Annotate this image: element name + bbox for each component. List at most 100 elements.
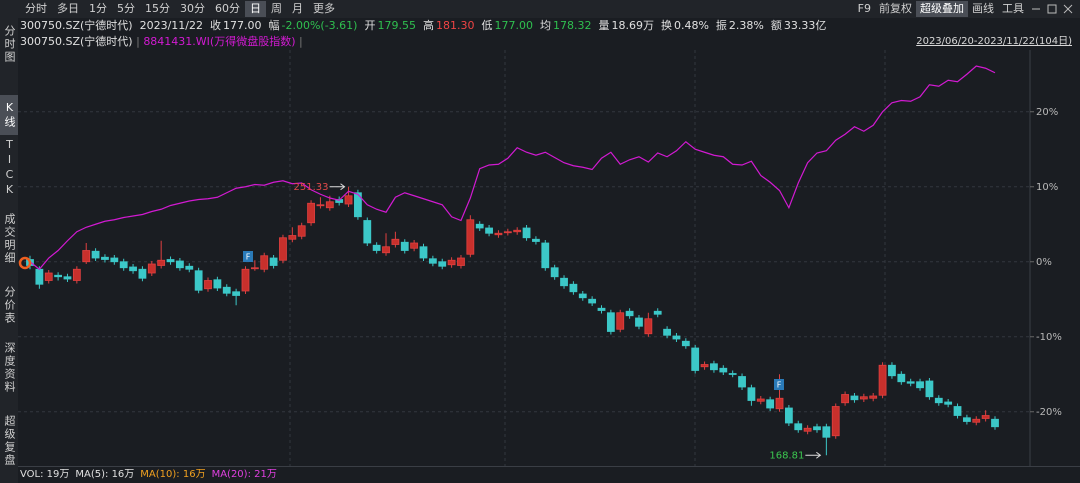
period-tab[interactable]: 多日 (57, 2, 79, 15)
candle-body (119, 261, 128, 269)
period-tab[interactable]: 5分 (117, 2, 135, 15)
candle-body (325, 201, 334, 209)
candle-body (944, 401, 953, 405)
candle-body (438, 261, 447, 267)
toolbar: 分时 多日 1分 5分 15分 30分 60分日周月更多 F9 前复权 超级叠加 画线 工具 (0, 0, 1080, 18)
candle-body (269, 257, 278, 266)
sidebar-tab[interactable]: 分价表 (3, 285, 16, 325)
maximize-icon[interactable] (1047, 4, 1057, 14)
quote-field: 177.00 (223, 19, 262, 32)
high-arrow-head (340, 183, 346, 191)
cursor-marker (18, 256, 32, 270)
legend-main: 300750.SZ(宁德时代) (20, 35, 133, 48)
period-tab[interactable]: 30分 (180, 2, 205, 15)
event-mark[interactable] (774, 379, 784, 390)
candle-body (813, 426, 821, 431)
candle-body (672, 335, 681, 340)
candle-body (625, 310, 634, 317)
candle-body (222, 286, 231, 294)
event-mark[interactable] (243, 251, 253, 262)
quote-field: 高 (422, 19, 434, 32)
period-tab[interactable]: 更多 (313, 2, 335, 15)
quote-field: 181.30 (435, 19, 475, 32)
candle-body (494, 232, 503, 236)
candle-body (101, 256, 109, 260)
date-range[interactable]: 2023/06/20-2023/11/22(104日) (916, 36, 1072, 47)
sidebar-tab[interactable]: 分时图 (3, 24, 16, 64)
candle-body (719, 367, 728, 373)
candle-body (803, 427, 812, 432)
candle-body (54, 274, 63, 278)
candle-body (204, 280, 212, 290)
candle-body (297, 225, 306, 237)
high-label: 251.33 (294, 182, 329, 193)
candle-body (250, 267, 259, 270)
period-tab[interactable]: 日 (245, 1, 266, 17)
sidebar-tab[interactable]: TICK (3, 138, 16, 198)
candle-body (738, 376, 746, 388)
tool-button[interactable]: 超级叠加 (916, 1, 968, 17)
candle-body (756, 398, 765, 402)
period-tab[interactable]: 1分 (89, 2, 107, 15)
quote-field: 179.55 (377, 19, 416, 32)
low-arrow-head (816, 451, 822, 459)
candle-body (419, 246, 428, 259)
quote-field: 2023/11/22 (139, 19, 203, 32)
sidebar-tab[interactable]: 成交明细 (3, 213, 16, 265)
candle-body (831, 406, 840, 437)
volume-field: MA(20): 21万 (211, 469, 277, 480)
candle-body (307, 202, 315, 224)
candle-body (110, 257, 119, 263)
y-tick-label: -20% (1036, 407, 1062, 418)
legend-separator: | (299, 35, 303, 48)
candle-body (569, 283, 578, 293)
candle-body (775, 397, 784, 410)
candle-body (962, 417, 971, 422)
legend-separator: | (136, 35, 140, 48)
tool-button[interactable]: 画线 (972, 2, 994, 15)
candle-body (185, 265, 194, 270)
close-icon[interactable] (1063, 4, 1073, 14)
tool-button[interactable]: 工具 (1002, 2, 1024, 15)
candle-body (194, 270, 203, 291)
quote-field: 18.69万 (611, 19, 654, 32)
tool-button[interactable]: 前复权 (879, 2, 912, 15)
quote-field: 33.33亿 (783, 19, 827, 32)
sidebar-tab[interactable]: 超级复盘 (3, 415, 16, 467)
candle-body (906, 381, 915, 384)
candle-body (91, 250, 100, 259)
tool-button[interactable]: F9 (857, 2, 871, 15)
quote-field: 0.48% (673, 19, 709, 32)
candle-body (700, 364, 709, 368)
sidebar-tab[interactable]: 深度资料 (3, 342, 16, 394)
period-tab[interactable]: 15分 (145, 2, 170, 15)
candle-body (157, 259, 166, 266)
window-controls (1032, 4, 1073, 14)
candle-body (663, 328, 671, 336)
quote-field: 2.38% (728, 19, 764, 32)
quote-field: 300750.SZ(宁德时代) (20, 19, 133, 32)
candle-body (794, 423, 803, 431)
period-tab[interactable]: 60分 (215, 2, 240, 15)
candle-body (522, 227, 531, 239)
candle-body (850, 395, 859, 401)
quote-field: 低 (481, 19, 493, 32)
candle-body (578, 293, 587, 299)
period-tab[interactable]: 周 (271, 2, 282, 15)
candle-body (344, 195, 353, 205)
period-tab[interactable]: 月 (292, 2, 303, 15)
candle-body (888, 364, 896, 377)
candle-body (428, 258, 437, 264)
quote-info: 300750.SZ(宁德时代) 2023/11/22 收 177.00 幅 -2.00%(… (20, 18, 833, 34)
candle-body (681, 340, 690, 347)
candle-body (288, 235, 297, 240)
quote-field: 振 (715, 19, 727, 32)
candle-body (63, 276, 72, 280)
period-tab[interactable]: 分时 (25, 2, 47, 15)
sidebar-tab[interactable]: K线图 (0, 95, 18, 135)
candle-body (784, 407, 793, 424)
quote-field: 额 (770, 19, 782, 32)
quote-field: 量 (598, 19, 610, 32)
